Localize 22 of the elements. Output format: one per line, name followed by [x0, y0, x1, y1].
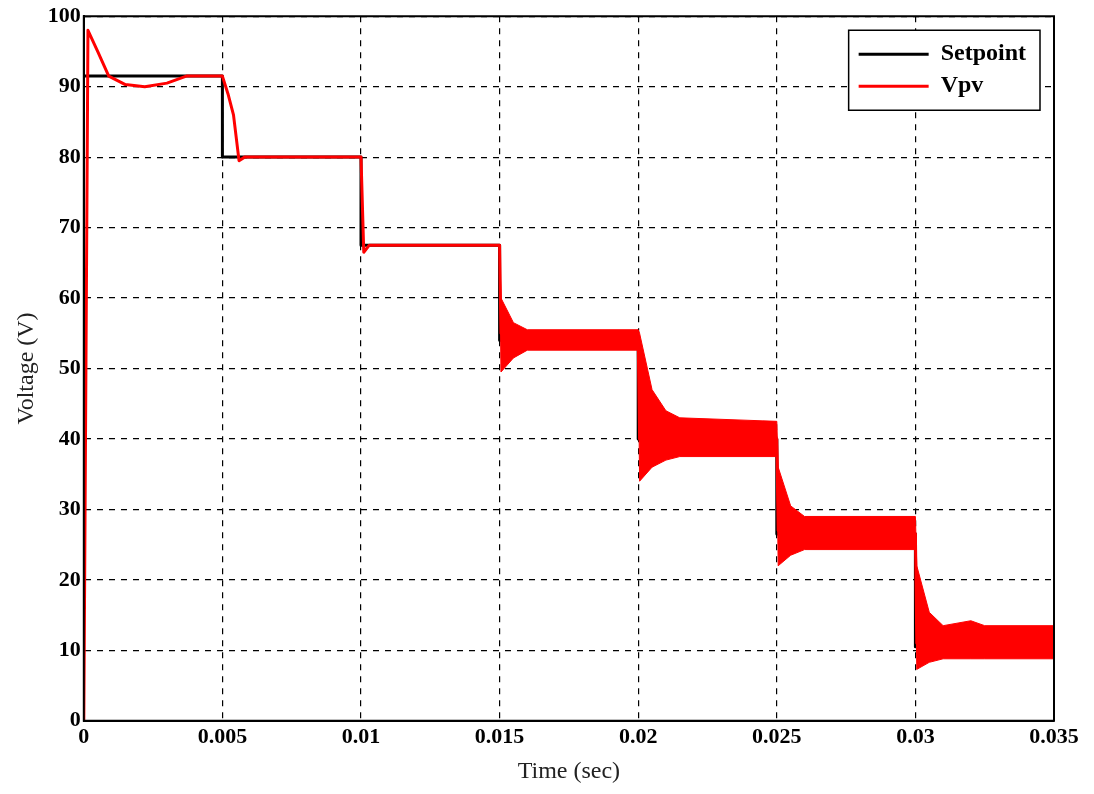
x-tick-label: 0.025: [752, 722, 802, 748]
y-tick-label: 20: [58, 565, 81, 591]
y-tick-label: 10: [58, 636, 81, 662]
x-tick-label: 0.015: [474, 722, 525, 748]
y-tick-label: 30: [58, 495, 81, 521]
y-tick-label: 90: [58, 72, 81, 98]
x-tick-label: 0.01: [341, 722, 381, 748]
y-tick-label: 60: [58, 283, 81, 309]
x-tick-label: 0.03: [896, 722, 935, 748]
legend-label: Setpoint: [940, 39, 1027, 66]
y-tick-label: 40: [58, 424, 81, 450]
x-tick-label: 0.02: [618, 722, 658, 748]
y-tick-label: 100: [47, 1, 81, 27]
y-axis-title: Voltage (V): [11, 312, 38, 425]
x-tick-label: 0.035: [1029, 722, 1079, 748]
y-tick-label: 0: [69, 706, 81, 732]
x-axis-title: Time (sec): [517, 756, 621, 783]
y-tick-label: 50: [58, 354, 81, 380]
y-tick-label: 80: [58, 142, 81, 168]
y-tick-label: 70: [58, 213, 81, 239]
x-tick-label: 0.005: [197, 722, 248, 748]
legend-label: Vpv: [940, 71, 984, 98]
